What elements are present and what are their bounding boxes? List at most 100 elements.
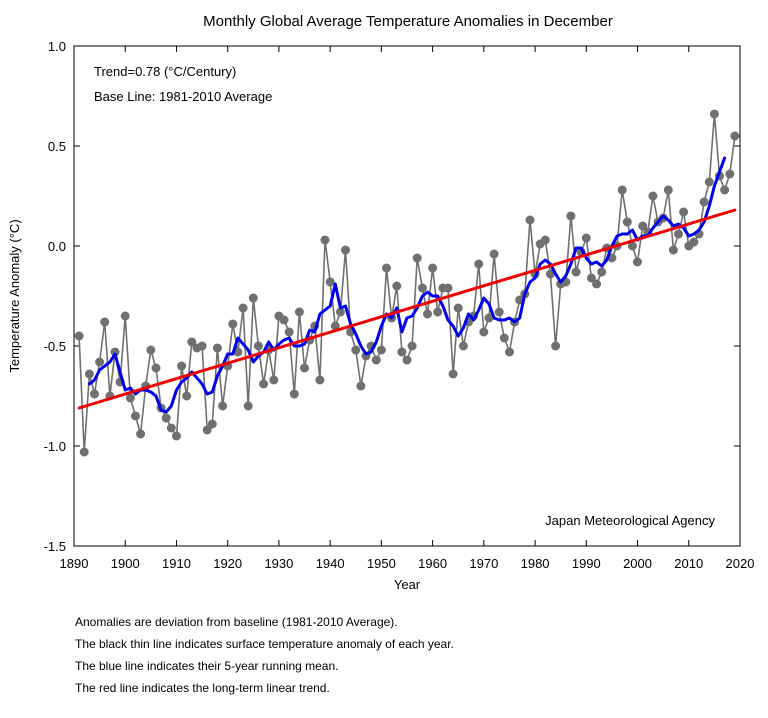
data-point	[284, 327, 294, 337]
y-tick-label: 0.0	[48, 239, 66, 254]
data-point	[633, 257, 642, 267]
data-point	[689, 237, 699, 247]
data-point	[279, 315, 289, 325]
data-point	[720, 185, 730, 195]
data-point	[177, 361, 187, 371]
data-point	[586, 273, 596, 283]
data-point	[730, 131, 740, 141]
y-tick-label: -0.5	[44, 339, 66, 354]
data-point	[540, 235, 550, 245]
data-point	[202, 425, 212, 435]
data-point	[125, 393, 135, 403]
data-point	[259, 379, 269, 389]
chart-title: Monthly Global Average Temperature Anoma…	[203, 13, 613, 30]
data-point	[120, 311, 130, 321]
temperature-anomaly-chart: Monthly Global Average Temperature Anoma…	[7, 13, 755, 592]
data-point	[479, 327, 489, 337]
data-point	[371, 355, 381, 365]
x-tick-label: 1940	[316, 556, 345, 571]
data-point	[392, 281, 402, 291]
data-point	[79, 447, 89, 457]
data-point	[207, 419, 217, 429]
x-tick-label: 1930	[264, 556, 293, 571]
running-mean-line	[87, 156, 727, 414]
y-axis: 1.0 0.5 0.0 -0.5 -1.0 -1.5	[44, 39, 740, 554]
data-point	[423, 309, 432, 319]
data-point	[146, 345, 156, 355]
x-tick-label: 1960	[418, 556, 447, 571]
data-point	[269, 375, 279, 385]
x-tick-label: 1950	[367, 556, 396, 571]
data-point	[443, 283, 453, 293]
data-point	[402, 355, 412, 365]
note-black-line: The black thin line indicates surface te…	[75, 637, 454, 651]
x-tick-label: 1980	[521, 556, 550, 571]
data-point	[571, 267, 581, 277]
data-point	[704, 177, 714, 187]
data-point	[725, 169, 735, 179]
data-point	[709, 109, 719, 119]
baseline-annotation: Base Line: 1981-2010 Average	[94, 89, 272, 104]
data-point	[335, 307, 345, 317]
data-point	[212, 343, 222, 353]
data-point	[341, 245, 350, 255]
y-tick-label: 1.0	[48, 39, 66, 54]
data-point	[663, 185, 673, 195]
linear-trend-line	[77, 208, 737, 410]
annual-anomaly-line	[78, 113, 736, 453]
data-point	[100, 317, 110, 327]
data-point	[592, 279, 602, 289]
data-point	[566, 211, 576, 221]
data-point	[674, 229, 683, 239]
x-tick-label: 2010	[674, 556, 703, 571]
note-blue-line: The blue line indicates their 5-year run…	[75, 659, 339, 673]
x-axis-label: Year	[394, 577, 421, 592]
data-point	[505, 347, 514, 357]
data-point	[151, 363, 161, 373]
data-point	[294, 307, 304, 317]
data-point	[617, 185, 627, 195]
data-point	[627, 241, 637, 251]
plot-frame	[73, 45, 741, 547]
data-point	[95, 357, 105, 367]
x-tick-label: 1900	[111, 556, 140, 571]
data-point	[218, 401, 228, 411]
series-layer	[74, 109, 740, 457]
data-point	[699, 197, 709, 207]
data-point	[679, 207, 689, 217]
note-red-line: The red line indicates the long-term lin…	[75, 681, 330, 695]
trend-annotation: Trend=0.78 (°C/Century)	[94, 64, 236, 79]
data-point	[484, 313, 494, 323]
data-point	[243, 401, 253, 411]
data-point	[525, 215, 535, 225]
data-point	[166, 423, 176, 433]
data-point	[581, 233, 591, 243]
data-point	[325, 277, 335, 287]
y-axis-label: Temperature Anomaly (°C)	[7, 219, 22, 372]
x-tick-label: 1920	[213, 556, 242, 571]
x-axis: 1890 1900 1910 1920 1930 1940 1950 1960 1970 1980…	[60, 46, 755, 571]
data-point	[320, 235, 330, 245]
x-tick-label: 1970	[469, 556, 498, 571]
data-point	[356, 381, 366, 391]
data-point	[494, 307, 504, 317]
data-point	[428, 263, 438, 273]
data-point	[131, 411, 140, 421]
data-point	[499, 333, 509, 343]
data-point	[417, 283, 427, 293]
note-baseline: Anomalies are deviation from baseline (1…	[75, 615, 398, 629]
data-point	[376, 345, 386, 355]
data-point	[351, 345, 361, 355]
data-point	[84, 369, 94, 379]
data-point	[412, 253, 422, 263]
x-tick-label: 2020	[726, 556, 755, 571]
source-annotation: Japan Meteorological Agency	[545, 513, 715, 528]
data-point	[489, 249, 499, 259]
data-point	[458, 341, 468, 351]
data-point	[597, 267, 607, 277]
data-point	[253, 341, 263, 351]
data-point	[638, 221, 648, 231]
y-tick-label: -1.5	[44, 539, 66, 554]
data-point	[238, 303, 248, 313]
data-point	[622, 217, 632, 227]
